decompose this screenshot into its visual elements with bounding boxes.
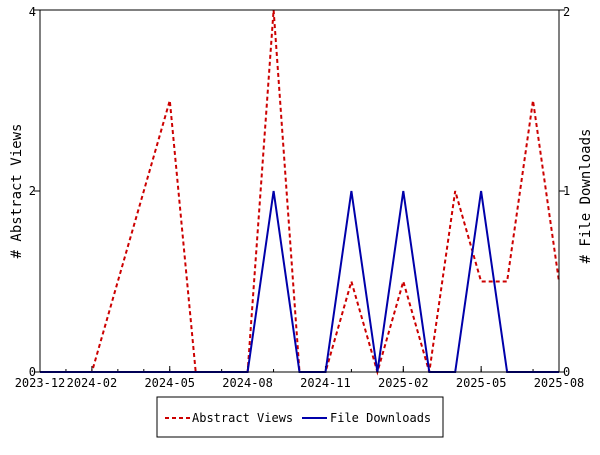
x-tick-label: 2024-05 [144, 376, 195, 390]
y-axis-label-left: # Abstract Views [9, 124, 25, 259]
plot-area [40, 10, 559, 372]
y-right-tick-label: 1 [563, 184, 570, 198]
x-tick-label: 2024-08 [222, 376, 273, 390]
y-left-tick-label: 2 [29, 184, 36, 198]
y-axis-label-right: # File Downloads [578, 129, 594, 264]
legend-label-abstract-views: Abstract Views [192, 411, 293, 425]
y-left-tick-label: 4 [29, 5, 36, 19]
x-tick-label: 2024-11 [300, 376, 351, 390]
x-tick-label: 2023-12 [15, 376, 66, 390]
x-tick-label: 2025-08 [534, 376, 585, 390]
x-tick-label: 2024-02 [67, 376, 118, 390]
legend-label-file-downloads: File Downloads [330, 411, 431, 425]
legend: Abstract Views File Downloads [156, 396, 444, 438]
plot-frame [39, 9, 560, 373]
y-right-tick-label: 2 [563, 5, 570, 19]
x-tick-label: 2025-02 [378, 376, 429, 390]
legend-box [156, 396, 444, 438]
y-left-tick-label: 0 [29, 365, 36, 379]
x-tick-label: 2025-05 [456, 376, 507, 390]
y-right-tick-label: 0 [563, 365, 570, 379]
